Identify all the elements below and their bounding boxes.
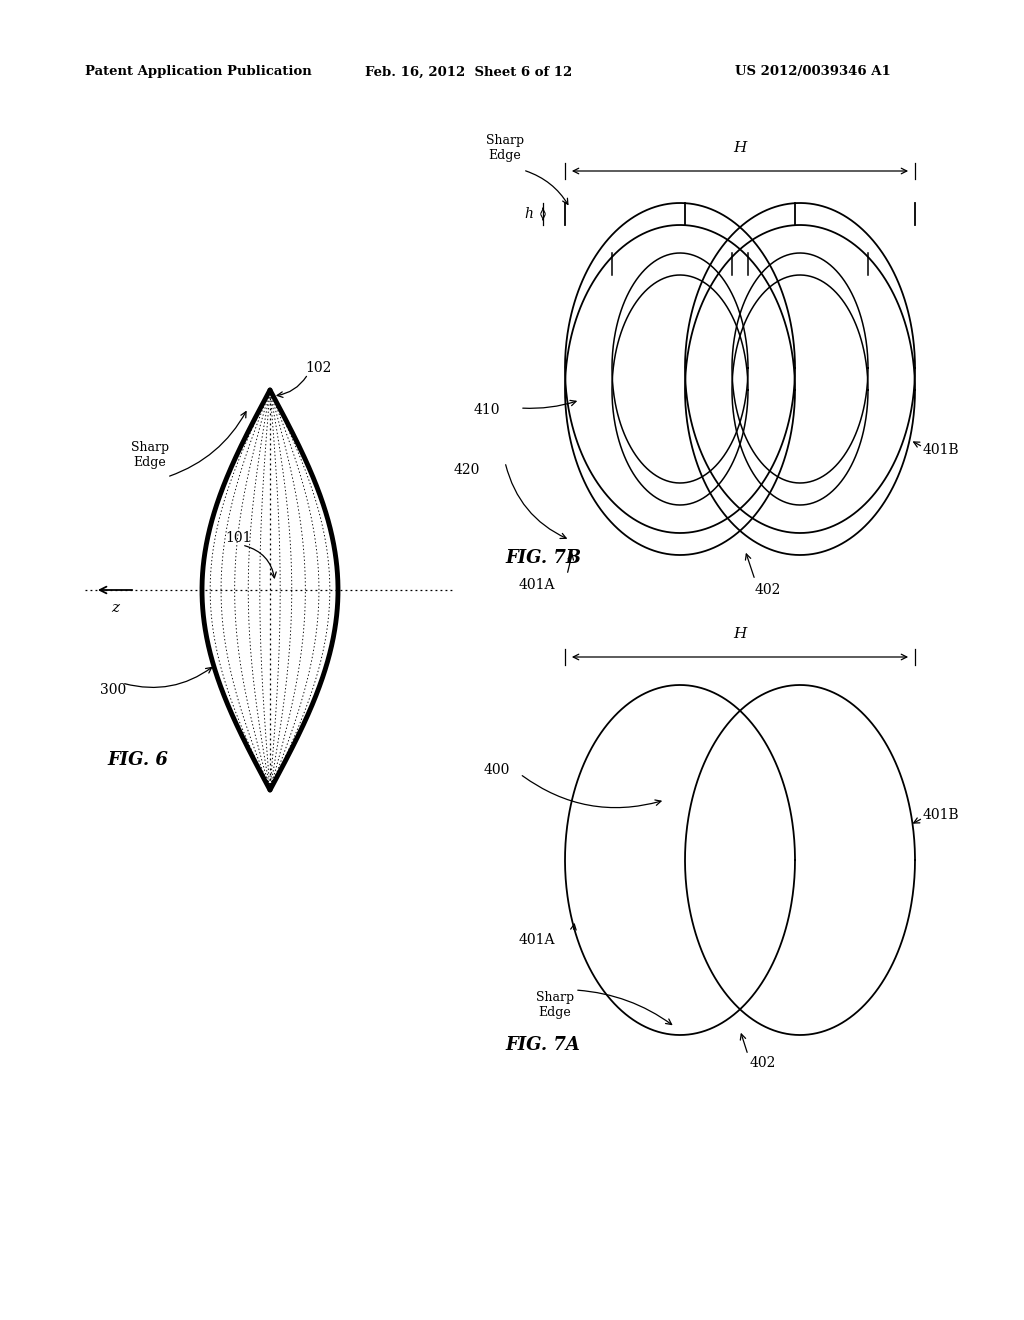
- Text: FIG. 7B: FIG. 7B: [505, 549, 582, 568]
- Text: 300: 300: [100, 682, 126, 697]
- Text: 401A: 401A: [518, 578, 555, 591]
- Text: 402: 402: [755, 583, 781, 597]
- Text: 401B: 401B: [923, 444, 959, 457]
- Text: 420: 420: [454, 463, 480, 477]
- Text: FIG. 7A: FIG. 7A: [505, 1036, 580, 1053]
- Text: Sharp
Edge: Sharp Edge: [131, 441, 169, 469]
- Text: Patent Application Publication: Patent Application Publication: [85, 66, 311, 78]
- Text: 101: 101: [225, 531, 252, 545]
- Text: Sharp
Edge: Sharp Edge: [536, 991, 574, 1019]
- Text: H: H: [733, 627, 746, 642]
- Text: FIG. 6: FIG. 6: [106, 751, 168, 770]
- Text: z: z: [111, 601, 119, 615]
- Text: 402: 402: [750, 1056, 776, 1071]
- Text: h: h: [524, 207, 534, 220]
- Text: H: H: [733, 141, 746, 154]
- Text: 401A: 401A: [518, 933, 555, 946]
- Text: US 2012/0039346 A1: US 2012/0039346 A1: [735, 66, 891, 78]
- Text: 401B: 401B: [923, 808, 959, 822]
- Text: 400: 400: [483, 763, 510, 777]
- Text: 410: 410: [473, 403, 500, 417]
- Text: Sharp
Edge: Sharp Edge: [486, 135, 524, 162]
- Text: 102: 102: [305, 360, 332, 375]
- Text: Feb. 16, 2012  Sheet 6 of 12: Feb. 16, 2012 Sheet 6 of 12: [365, 66, 572, 78]
